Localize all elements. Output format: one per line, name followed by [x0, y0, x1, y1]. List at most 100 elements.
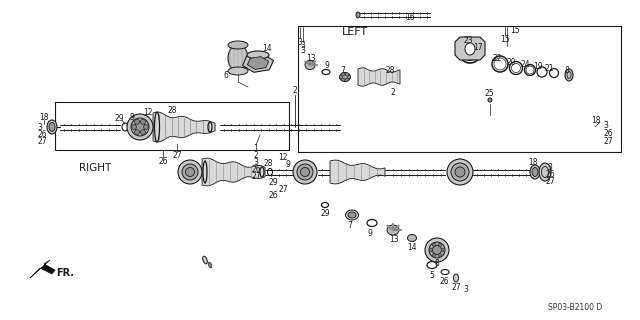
Ellipse shape [228, 67, 248, 75]
Ellipse shape [539, 163, 551, 181]
Text: 27: 27 [172, 150, 182, 159]
Text: 9: 9 [129, 113, 134, 122]
Ellipse shape [530, 165, 540, 179]
Text: SP03-B2100 D: SP03-B2100 D [548, 303, 602, 313]
Text: 26: 26 [603, 129, 612, 138]
Text: 3: 3 [603, 121, 608, 130]
Ellipse shape [387, 225, 399, 235]
Text: 16: 16 [405, 12, 415, 21]
Text: 26: 26 [545, 170, 555, 179]
Text: 28: 28 [385, 66, 395, 75]
Ellipse shape [135, 122, 145, 132]
Ellipse shape [425, 238, 449, 262]
Text: 26: 26 [268, 190, 278, 199]
Text: 15: 15 [510, 26, 520, 35]
Ellipse shape [127, 114, 153, 140]
Ellipse shape [454, 274, 458, 282]
Ellipse shape [447, 159, 473, 185]
Text: 26: 26 [158, 156, 168, 165]
Text: 1: 1 [253, 143, 259, 153]
Ellipse shape [203, 256, 207, 264]
Ellipse shape [131, 118, 149, 136]
Circle shape [438, 253, 442, 257]
Text: 13: 13 [389, 236, 399, 244]
Text: 2: 2 [292, 85, 298, 94]
Ellipse shape [356, 12, 360, 18]
Text: 29: 29 [268, 178, 278, 187]
Text: 3: 3 [301, 45, 305, 54]
Circle shape [346, 73, 349, 76]
Text: 3: 3 [463, 285, 468, 294]
Text: 9: 9 [367, 228, 372, 237]
Circle shape [143, 124, 148, 130]
Circle shape [438, 243, 442, 247]
Text: 14: 14 [407, 244, 417, 252]
Circle shape [134, 130, 140, 135]
Ellipse shape [342, 74, 349, 80]
Text: 27: 27 [545, 177, 555, 186]
Text: 3: 3 [548, 163, 552, 172]
Text: 3: 3 [37, 123, 42, 132]
Text: 12: 12 [278, 153, 288, 162]
Text: 3: 3 [298, 37, 303, 46]
Text: 21: 21 [544, 63, 554, 73]
Ellipse shape [488, 98, 492, 102]
Ellipse shape [178, 160, 202, 184]
Ellipse shape [408, 235, 417, 242]
Text: 29: 29 [320, 209, 330, 218]
Ellipse shape [47, 120, 57, 134]
Polygon shape [153, 112, 215, 142]
Ellipse shape [305, 60, 315, 69]
Polygon shape [30, 260, 55, 278]
Circle shape [441, 248, 445, 252]
Text: 26: 26 [439, 277, 449, 286]
Ellipse shape [451, 163, 469, 181]
Text: 28: 28 [167, 106, 177, 115]
Circle shape [429, 248, 433, 252]
Ellipse shape [339, 73, 351, 82]
Circle shape [432, 253, 436, 257]
Ellipse shape [186, 167, 195, 177]
Text: 22: 22 [492, 53, 502, 62]
Text: 27: 27 [278, 185, 288, 194]
Polygon shape [248, 57, 269, 69]
Text: 8: 8 [564, 66, 570, 75]
Ellipse shape [228, 45, 248, 71]
Text: 5: 5 [429, 271, 435, 281]
Text: 14: 14 [262, 44, 272, 52]
Text: 13: 13 [306, 53, 316, 62]
Polygon shape [330, 160, 385, 184]
Text: 7: 7 [348, 220, 353, 229]
Ellipse shape [297, 164, 313, 180]
Circle shape [432, 243, 436, 247]
Text: 18: 18 [39, 113, 49, 122]
Circle shape [131, 124, 136, 130]
Text: 27: 27 [451, 284, 461, 292]
Ellipse shape [565, 69, 573, 81]
Polygon shape [358, 68, 400, 86]
Ellipse shape [208, 262, 212, 268]
Text: 20: 20 [506, 58, 516, 67]
Circle shape [339, 76, 342, 78]
Ellipse shape [465, 43, 475, 55]
Ellipse shape [346, 210, 358, 220]
Text: 8: 8 [435, 259, 440, 268]
Text: RIGHT: RIGHT [79, 163, 111, 173]
Text: 18: 18 [528, 157, 538, 166]
Ellipse shape [429, 242, 445, 258]
Text: 12: 12 [143, 108, 153, 116]
Text: 27: 27 [251, 172, 261, 180]
Text: 26: 26 [251, 164, 261, 173]
Ellipse shape [49, 123, 55, 132]
Circle shape [348, 76, 351, 78]
Text: 6: 6 [223, 70, 228, 79]
Ellipse shape [182, 164, 198, 180]
Polygon shape [243, 54, 273, 72]
Ellipse shape [433, 245, 442, 254]
Text: 7: 7 [340, 66, 346, 75]
Ellipse shape [228, 41, 248, 49]
Text: 19: 19 [533, 61, 543, 70]
Text: 3: 3 [301, 41, 305, 50]
Circle shape [342, 73, 344, 76]
Text: 27: 27 [37, 137, 47, 146]
